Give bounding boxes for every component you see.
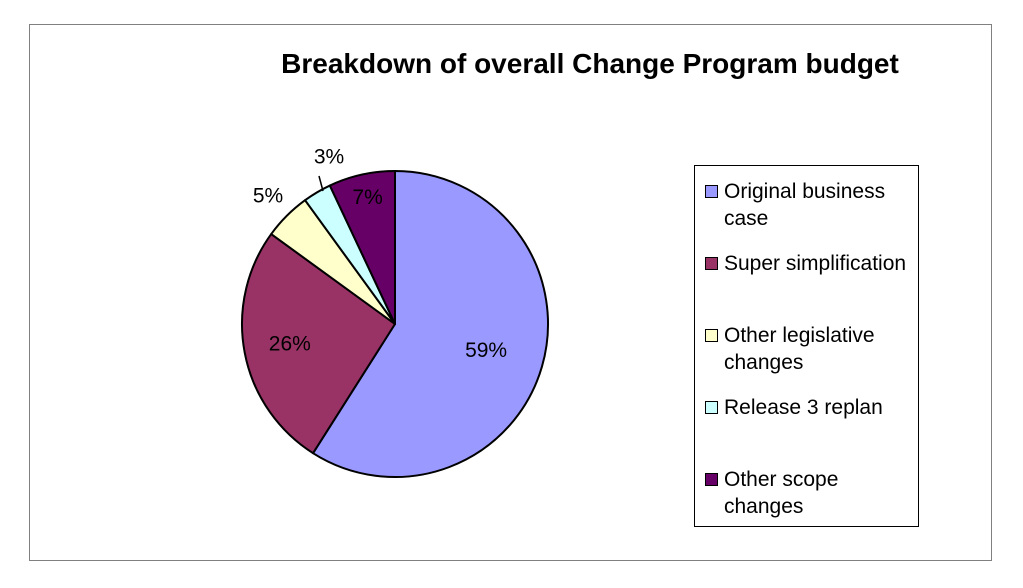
legend-swatch [705, 401, 718, 414]
legend-item-other-legislative-changes: Other legislative changes [705, 322, 915, 376]
legend-swatch [705, 257, 718, 270]
data-label: 5% [253, 185, 283, 208]
chart-legend: Original business case Super simplificat… [694, 165, 919, 527]
legend-swatch [705, 473, 718, 486]
data-label: 3% [314, 146, 344, 169]
legend-label: Original business case [724, 180, 886, 230]
legend-item-original-business-case: Original business case [705, 178, 915, 232]
pie-slice-super-simplification [241, 233, 396, 455]
legend-item-super-simplification: Super simplification [705, 250, 915, 277]
legend-label: Release 3 replan [724, 396, 883, 419]
legend-item-other-scope-changes: Other scope changes [705, 466, 915, 520]
data-label: 26% [269, 333, 311, 356]
leader-line [318, 175, 324, 192]
pie-slice-other-scope-changes [328, 170, 396, 325]
data-label: 59% [465, 339, 507, 362]
legend-item-release-3-replan: Release 3 replan [705, 394, 915, 421]
data-label: 7% [352, 186, 382, 209]
chart-title: Breakdown of overall Change Program budg… [281, 48, 899, 79]
legend-swatch [705, 185, 718, 198]
legend-label: Other scope changes [724, 468, 839, 518]
legend-swatch [705, 329, 718, 342]
pie-slice-original-business-case [312, 170, 549, 478]
legend-label: Other legislative changes [724, 324, 875, 374]
legend-label: Super simplification [724, 252, 907, 275]
